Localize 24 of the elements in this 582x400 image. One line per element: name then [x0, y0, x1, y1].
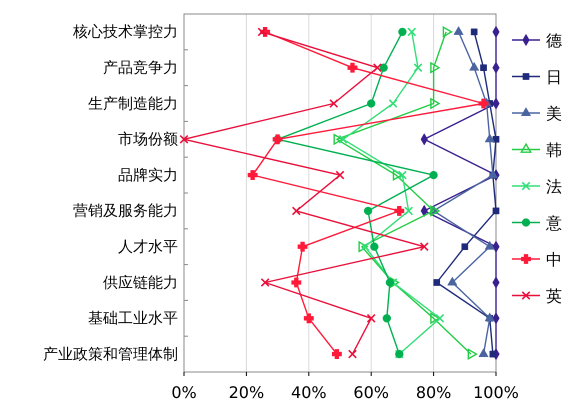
y-tick-label: 人才水平: [118, 238, 178, 256]
x-tick-label: 100%: [473, 383, 519, 400]
legend-label: 法: [546, 176, 562, 196]
legend-label: 德: [546, 30, 562, 50]
y-tick-label: 供应链能力: [103, 273, 178, 292]
x-tick-label: 60%: [353, 383, 389, 400]
y-tick-label: 营销及服务能力: [73, 202, 178, 220]
y-tick-label: 产品竞争力: [103, 58, 178, 76]
legend-label: 日: [546, 67, 562, 86]
y-tick-label: 生产制造能力: [88, 94, 178, 112]
legend-label: 美: [546, 104, 562, 123]
y-tick-label: 产业政策和管理体制: [43, 344, 178, 363]
legend-label: 中: [546, 250, 562, 269]
y-tick-label: 品牌实力: [118, 166, 178, 184]
legend-label: 韩: [546, 140, 562, 160]
y-tick-label: 基础工业水平: [88, 309, 178, 328]
legend-label: 意: [545, 213, 562, 232]
y-tick-label: 核心技术掌控力: [72, 22, 178, 41]
y-tick-label: 市场份额: [118, 130, 178, 148]
x-tick-label: 40%: [291, 383, 327, 400]
x-tick-label: 20%: [228, 383, 264, 400]
x-tick-label: 80%: [416, 383, 452, 400]
legend-label: 英: [546, 286, 562, 306]
x-tick-label: 0%: [171, 383, 197, 400]
